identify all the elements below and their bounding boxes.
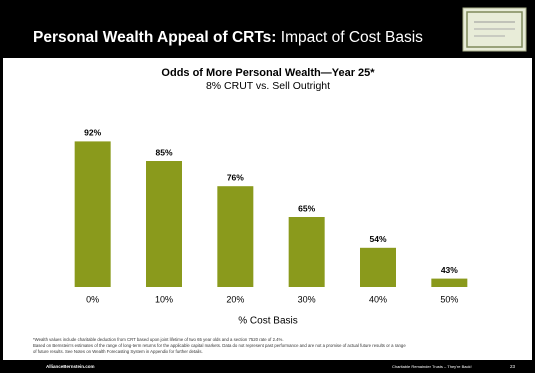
footnote: of future results. See Notes on Wealth F… (33, 349, 203, 354)
bar (360, 247, 396, 287)
data-label: 54% (369, 234, 386, 244)
slide-title-bold: Personal Wealth Appeal of CRTs: (33, 29, 276, 46)
data-label: 43% (441, 265, 458, 275)
footnote: *Wealth values include charitable deduct… (33, 337, 284, 342)
x-tick-label: 50% (440, 294, 458, 304)
bar (74, 141, 111, 287)
x-tick-label: 40% (369, 294, 387, 304)
bar (146, 161, 182, 287)
footer-left: AllianceBernstein.com (46, 364, 95, 369)
chart-subtitle: 8% CRUT vs. Sell Outright (206, 80, 330, 92)
bar (288, 217, 325, 287)
bar (217, 186, 254, 287)
data-label: 65% (298, 203, 315, 213)
data-label: 85% (155, 147, 172, 157)
x-tick-label: 20% (226, 294, 244, 304)
slide-title: Personal Wealth Appeal of CRTs: Impact o… (33, 29, 423, 46)
footer-center: Charitable Remainder Trusts – They're Ba… (392, 364, 472, 369)
data-label: 76% (227, 172, 244, 182)
slide-title-rest: Impact of Cost Basis (281, 29, 423, 46)
chart-title: Odds of More Personal Wealth—Year 25* (161, 67, 375, 79)
certificate-icon (462, 7, 527, 52)
bar (431, 278, 468, 287)
x-tick-label: 30% (298, 294, 316, 304)
x-axis-label: % Cost Basis (238, 316, 297, 327)
page-number: 23 (510, 364, 516, 369)
x-tick-label: 10% (155, 294, 173, 304)
x-tick-label: 0% (86, 294, 99, 304)
footnote: Based on Bernstein's estimates of the ra… (33, 343, 406, 348)
data-label: 92% (84, 128, 101, 138)
